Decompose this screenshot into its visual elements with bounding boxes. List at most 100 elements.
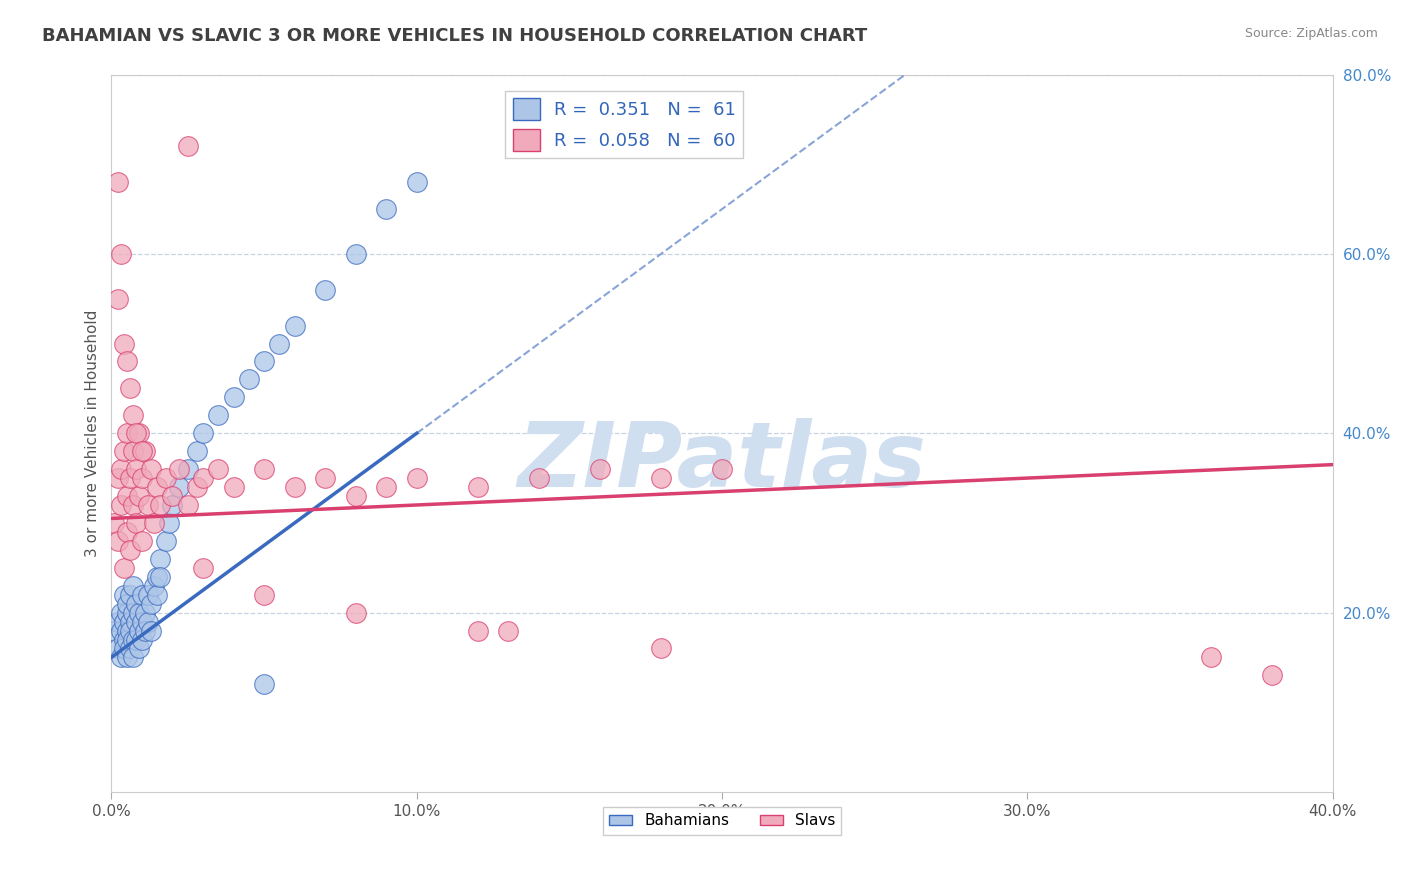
Point bbox=[146, 480, 169, 494]
Point bbox=[131, 632, 153, 647]
Point bbox=[136, 588, 159, 602]
Point bbox=[107, 292, 129, 306]
Point bbox=[191, 426, 214, 441]
Point bbox=[118, 615, 141, 629]
Point bbox=[136, 615, 159, 629]
Point bbox=[238, 372, 260, 386]
Point bbox=[121, 444, 143, 458]
Point bbox=[146, 570, 169, 584]
Point bbox=[253, 677, 276, 691]
Point bbox=[177, 462, 200, 476]
Point bbox=[107, 641, 129, 656]
Point bbox=[131, 588, 153, 602]
Point bbox=[162, 489, 184, 503]
Point bbox=[121, 632, 143, 647]
Point bbox=[115, 632, 138, 647]
Point bbox=[467, 624, 489, 638]
Point bbox=[527, 471, 550, 485]
Point bbox=[131, 444, 153, 458]
Point bbox=[314, 471, 336, 485]
Point bbox=[110, 462, 132, 476]
Point bbox=[159, 516, 181, 530]
Point bbox=[167, 462, 190, 476]
Point bbox=[253, 354, 276, 368]
Point bbox=[1260, 668, 1282, 682]
Point bbox=[134, 444, 156, 458]
Point bbox=[110, 247, 132, 261]
Point bbox=[589, 462, 612, 476]
Legend: Bahamians, Slavs: Bahamians, Slavs bbox=[603, 807, 841, 835]
Point bbox=[375, 480, 398, 494]
Point bbox=[112, 561, 135, 575]
Point bbox=[207, 409, 229, 423]
Point bbox=[107, 471, 129, 485]
Point bbox=[121, 498, 143, 512]
Point bbox=[115, 426, 138, 441]
Point bbox=[191, 471, 214, 485]
Point bbox=[118, 624, 141, 638]
Point bbox=[155, 533, 177, 548]
Point bbox=[375, 202, 398, 216]
Point bbox=[143, 579, 166, 593]
Point bbox=[467, 480, 489, 494]
Point bbox=[162, 498, 184, 512]
Point bbox=[650, 471, 672, 485]
Point bbox=[149, 570, 172, 584]
Point bbox=[134, 606, 156, 620]
Point bbox=[134, 624, 156, 638]
Point bbox=[112, 588, 135, 602]
Point bbox=[253, 462, 276, 476]
Text: BAHAMIAN VS SLAVIC 3 OR MORE VEHICLES IN HOUSEHOLD CORRELATION CHART: BAHAMIAN VS SLAVIC 3 OR MORE VEHICLES IN… bbox=[42, 27, 868, 45]
Point bbox=[136, 498, 159, 512]
Point bbox=[115, 489, 138, 503]
Point bbox=[128, 606, 150, 620]
Point bbox=[121, 650, 143, 665]
Point bbox=[125, 615, 148, 629]
Point bbox=[284, 318, 307, 333]
Point bbox=[128, 624, 150, 638]
Point bbox=[186, 444, 208, 458]
Point bbox=[107, 615, 129, 629]
Point bbox=[177, 498, 200, 512]
Point bbox=[222, 390, 245, 404]
Point bbox=[118, 641, 141, 656]
Point bbox=[344, 247, 367, 261]
Point bbox=[650, 641, 672, 656]
Text: ZIPatlas: ZIPatlas bbox=[517, 418, 927, 506]
Point bbox=[115, 650, 138, 665]
Point bbox=[167, 480, 190, 494]
Point bbox=[139, 462, 162, 476]
Point bbox=[128, 641, 150, 656]
Point bbox=[128, 426, 150, 441]
Point bbox=[149, 551, 172, 566]
Point bbox=[121, 409, 143, 423]
Point bbox=[128, 489, 150, 503]
Point bbox=[112, 632, 135, 647]
Point bbox=[118, 542, 141, 557]
Point bbox=[125, 426, 148, 441]
Point bbox=[115, 354, 138, 368]
Point bbox=[207, 462, 229, 476]
Point bbox=[253, 588, 276, 602]
Point bbox=[112, 336, 135, 351]
Point bbox=[405, 175, 427, 189]
Point bbox=[1199, 650, 1222, 665]
Point bbox=[112, 641, 135, 656]
Point bbox=[118, 381, 141, 395]
Point bbox=[344, 489, 367, 503]
Point bbox=[118, 471, 141, 485]
Point bbox=[107, 175, 129, 189]
Point bbox=[125, 597, 148, 611]
Y-axis label: 3 or more Vehicles in Household: 3 or more Vehicles in Household bbox=[86, 310, 100, 557]
Point bbox=[121, 606, 143, 620]
Point bbox=[103, 624, 125, 638]
Point bbox=[344, 606, 367, 620]
Point bbox=[110, 624, 132, 638]
Point bbox=[222, 480, 245, 494]
Point bbox=[155, 471, 177, 485]
Point bbox=[146, 588, 169, 602]
Point bbox=[149, 498, 172, 512]
Point bbox=[110, 498, 132, 512]
Point bbox=[405, 471, 427, 485]
Point bbox=[112, 444, 135, 458]
